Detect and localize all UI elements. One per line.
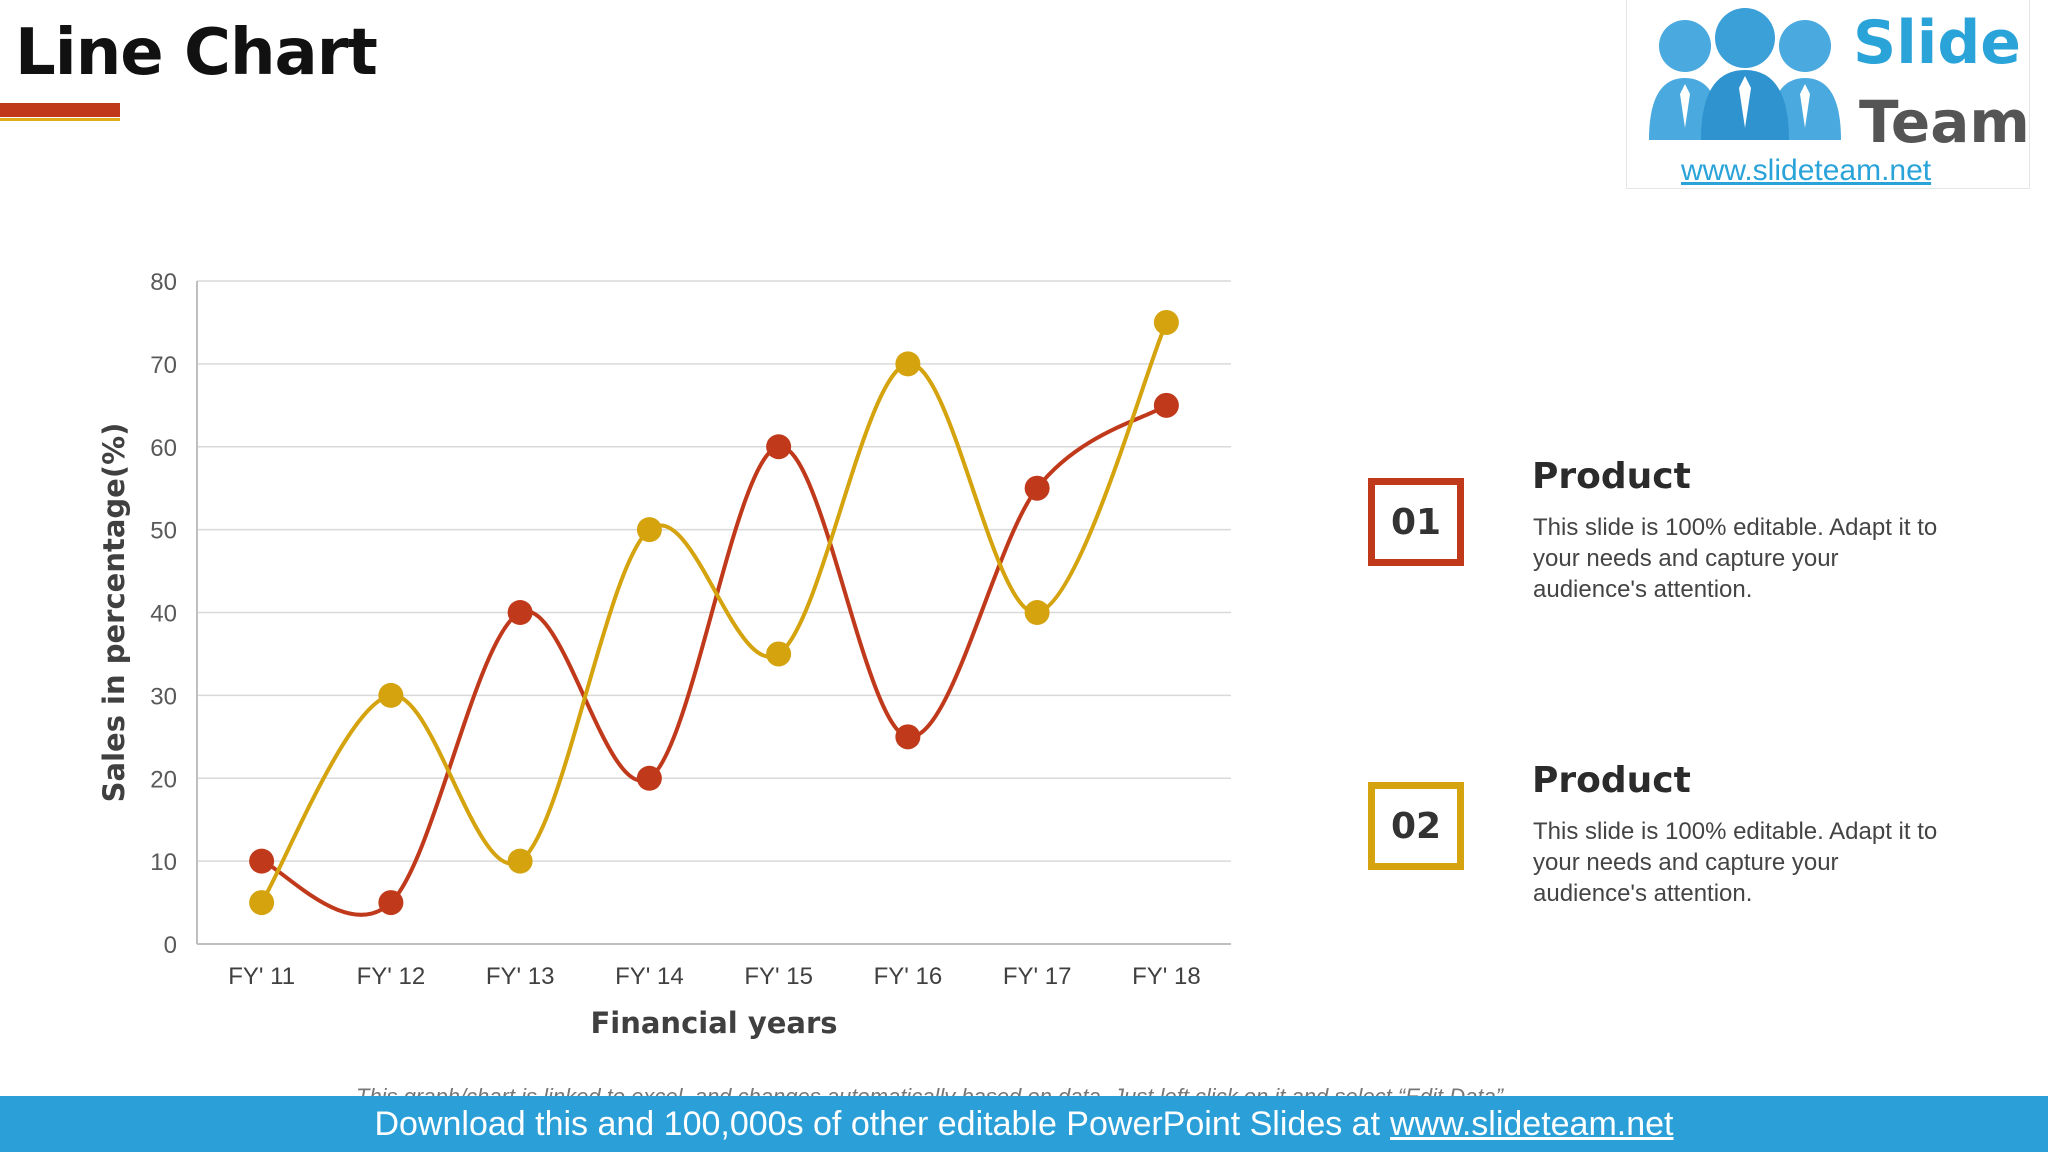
series-1-point (636, 765, 662, 791)
series-1-point (507, 600, 533, 625)
title-underline-red (0, 103, 120, 117)
x-tick-label: FY' 13 (486, 963, 555, 990)
series-line-2 (259, 321, 1169, 904)
series-1-point (766, 434, 792, 460)
series-2-point (636, 517, 662, 543)
footer-text: Download this and 100,000s of other edit… (374, 1104, 1381, 1143)
x-tick-label: FY' 15 (744, 963, 813, 990)
y-tick-label: 80 (150, 269, 177, 296)
series-2-point (249, 890, 275, 916)
series-2-point (766, 641, 792, 667)
legend-number-box-02: 02 (1368, 782, 1464, 870)
x-axis-title: Financial years (590, 1006, 837, 1040)
series-1-point (1153, 392, 1179, 418)
legend-title-02: Product (1532, 760, 1691, 801)
people-group-icon (1649, 8, 1841, 140)
line-chart: 0 10 20 30 40 50 60 70 80 FY' 11 FY' 12 FY' 13 FY' 1… (97, 269, 1231, 1040)
y-axis-title: Sales in percentage(%) (97, 423, 131, 803)
logo-url-link[interactable]: www.slideteam.net (1681, 154, 1932, 187)
y-tick-label: 0 (164, 932, 177, 959)
y-tick-label: 30 (150, 683, 177, 710)
series-2-point (507, 848, 533, 874)
footer-banner[interactable]: Download this and 100,000s of other edit… (0, 1096, 2048, 1152)
y-tick-label: 40 (150, 601, 177, 628)
series-1-point (895, 724, 921, 750)
chart-note: This graph/chart is linked to excel, and… (356, 1084, 1509, 1096)
series-1-point (249, 848, 275, 874)
legend-description-01: This slide is 100% editable. Adapt it to… (1533, 514, 1938, 603)
series-2-point (378, 682, 404, 708)
x-tick-label: FY' 12 (357, 963, 426, 990)
series-1-point (378, 890, 404, 916)
legend-title-01: Product (1532, 456, 1691, 497)
y-tick-label: 20 (150, 766, 177, 793)
y-tick-label: 10 (150, 849, 177, 876)
logo-word-slide: Slide (1853, 8, 2021, 78)
x-tick-label: FY' 16 (874, 963, 943, 990)
series-2-point (1024, 600, 1050, 625)
title-underline-gold (0, 118, 120, 121)
x-tick-label: FY' 14 (615, 963, 684, 990)
x-tick-label: FY' 11 (228, 963, 295, 990)
legend-number-box-01: 01 (1368, 478, 1464, 566)
slideteam-logo[interactable]: Slide Team www.slideteam.net (1626, 0, 2030, 189)
series-2-point (1153, 309, 1179, 335)
legend-description-02: This slide is 100% editable. Adapt it to… (1533, 818, 1938, 907)
y-tick-label: 70 (150, 352, 177, 379)
slide-title: Line Chart (15, 16, 378, 90)
footer-url-link[interactable]: www.slideteam.net (1390, 1104, 1674, 1143)
series-line-1 (260, 403, 1168, 917)
y-tick-label: 50 (150, 518, 177, 545)
x-tick-label: FY' 18 (1132, 963, 1201, 990)
x-tick-label: FY' 17 (1003, 963, 1072, 990)
series-2-point (895, 351, 921, 377)
y-tick-label: 60 (150, 435, 177, 462)
series-1-point (1024, 475, 1050, 501)
logo-word-team: Team (1859, 88, 2030, 156)
